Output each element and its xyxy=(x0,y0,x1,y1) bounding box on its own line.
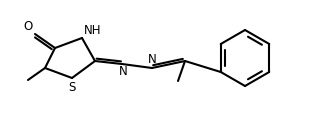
Text: N: N xyxy=(119,65,127,78)
Text: NH: NH xyxy=(84,24,101,37)
Text: S: S xyxy=(68,81,76,94)
Text: O: O xyxy=(24,20,33,33)
Text: N: N xyxy=(148,53,156,66)
